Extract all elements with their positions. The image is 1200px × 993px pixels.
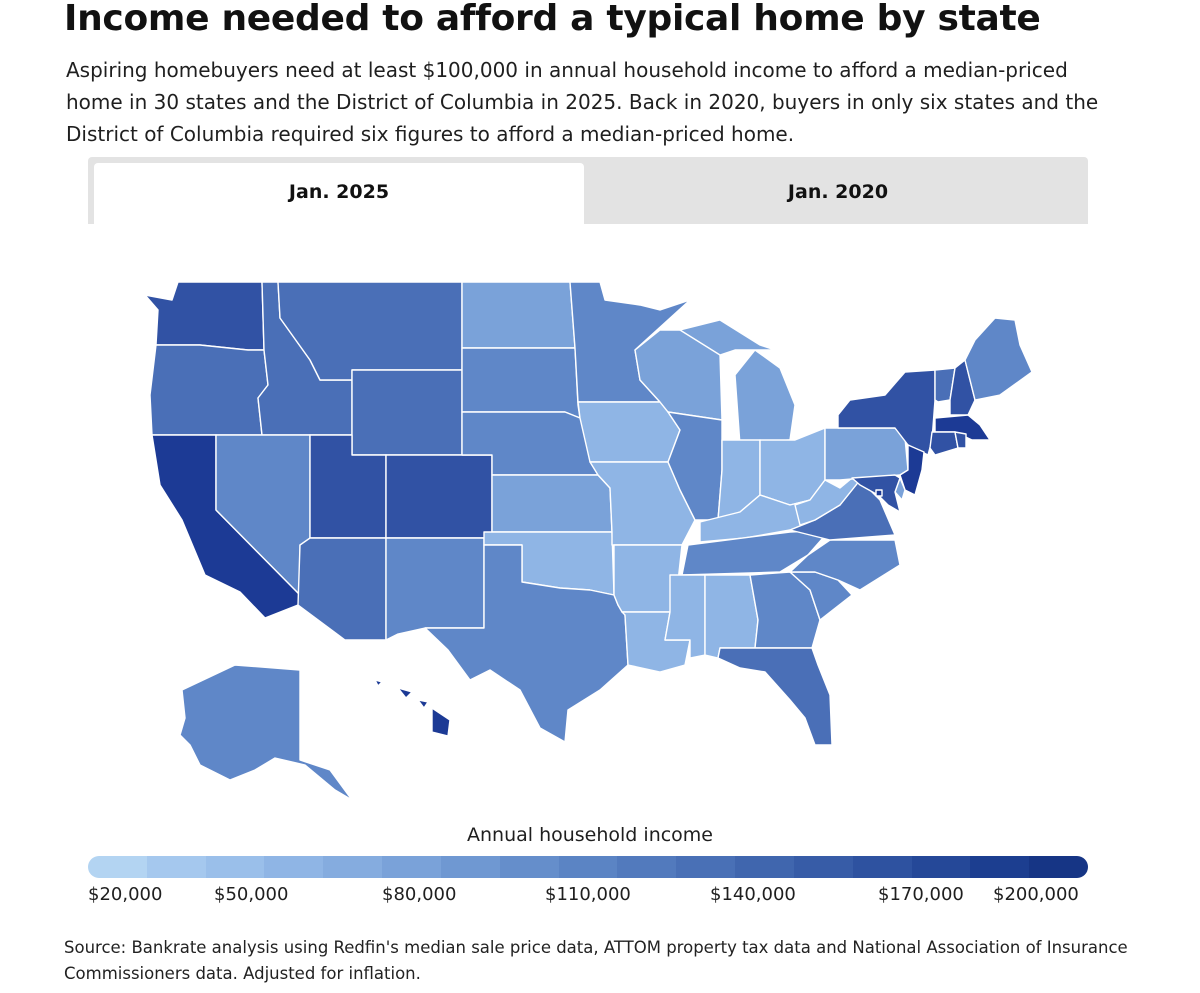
state-OR[interactable]: [149, 344, 269, 436]
legend-swatch: [970, 856, 1030, 878]
legend-swatch: [911, 856, 971, 878]
legend-tick: $140,000: [710, 884, 796, 905]
legend-swatch: [499, 856, 559, 878]
state-WA[interactable]: [144, 281, 265, 351]
legend-swatch: [264, 856, 324, 878]
legend-swatch: [1029, 856, 1088, 878]
tab-jan-2025[interactable]: Jan. 2025: [94, 163, 584, 224]
state-AK[interactable]: [179, 664, 353, 801]
us-choropleth-map: [144, 281, 1033, 801]
state-AL[interactable]: [704, 574, 759, 659]
state-WY[interactable]: [351, 369, 463, 456]
state-AZ[interactable]: [297, 537, 387, 641]
legend-tick: $170,000: [878, 884, 964, 905]
legend-swatch: [146, 856, 206, 878]
legend-color-scale: [88, 856, 1088, 878]
state-TX[interactable]: [424, 544, 629, 743]
state-FL[interactable]: [717, 647, 833, 746]
legend-tick: $110,000: [545, 884, 631, 905]
page-title: Income needed to afford a typical home b…: [64, 0, 1041, 39]
state-VT[interactable]: [934, 367, 956, 403]
state-NJ[interactable]: [899, 444, 925, 496]
state-NM[interactable]: [385, 537, 485, 641]
source-note: Source: Bankrate analysis using Redfin's…: [64, 938, 1128, 983]
legend-swatch: [852, 856, 912, 878]
legend-swatch: [735, 856, 794, 878]
state-KS[interactable]: [491, 474, 613, 533]
state-ME[interactable]: [964, 317, 1033, 401]
state-IA[interactable]: [577, 401, 681, 463]
state-NC[interactable]: [789, 539, 901, 591]
state-PA[interactable]: [824, 427, 909, 481]
state-HI[interactable]: [374, 679, 451, 737]
legend-swatch: [440, 856, 500, 878]
tab-jan-2020[interactable]: Jan. 2020: [787, 181, 889, 203]
state-RI[interactable]: [954, 431, 967, 449]
legend-tick: $200,000: [993, 884, 1079, 905]
state-ND[interactable]: [461, 281, 576, 349]
legend-swatch: [88, 856, 147, 878]
state-CO[interactable]: [385, 454, 493, 539]
state-CT[interactable]: [929, 431, 959, 456]
legend-swatch: [323, 856, 383, 878]
legend-swatch: [676, 856, 736, 878]
state-NY[interactable]: [837, 369, 936, 456]
legend-swatch: [617, 856, 677, 878]
legend-tick: $80,000: [382, 884, 457, 905]
legend-tick: $50,000: [214, 884, 289, 905]
legend-swatch: [382, 856, 441, 878]
legend-swatch: [205, 856, 265, 878]
legend-title: Annual household income: [466, 824, 714, 846]
legend-tick: $20,000: [88, 884, 163, 905]
state-IL[interactable]: [667, 411, 723, 521]
state-MN[interactable]: [569, 281, 691, 403]
legend-swatch: [558, 856, 618, 878]
state-DC[interactable]: [875, 489, 883, 497]
state-SD[interactable]: [461, 347, 581, 419]
legend-swatch: [793, 856, 853, 878]
subtitle: Aspiring homebuyers need at least $100,0…: [66, 58, 1099, 146]
year-tabs: Jan. 2025 Jan. 2020: [88, 157, 1088, 224]
